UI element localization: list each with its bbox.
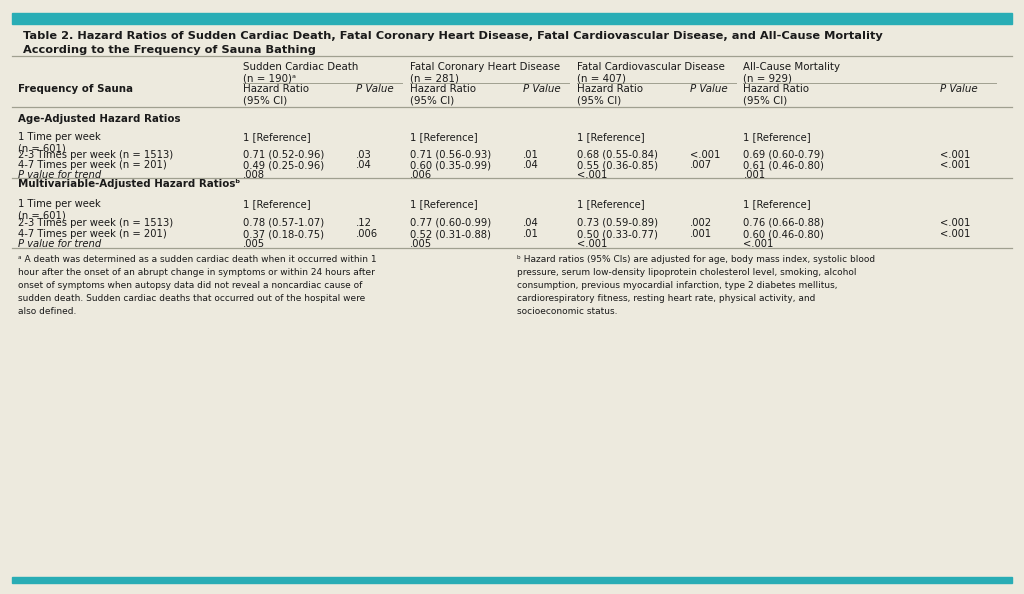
- Text: ᵇ Hazard ratios (95% CIs) are adjusted for age, body mass index, systolic blood
: ᵇ Hazard ratios (95% CIs) are adjusted f…: [517, 255, 876, 316]
- Text: Hazard Ratio
(95% CI): Hazard Ratio (95% CI): [243, 84, 308, 106]
- Text: <.001: <.001: [577, 170, 607, 180]
- Text: <.001: <.001: [940, 150, 971, 160]
- Text: .04: .04: [523, 160, 539, 170]
- Text: .002: .002: [690, 218, 713, 228]
- Text: .12: .12: [356, 218, 373, 228]
- Text: 1 [Reference]: 1 [Reference]: [243, 199, 310, 209]
- Text: Frequency of Sauna: Frequency of Sauna: [18, 84, 133, 94]
- Text: 1 Time per week
(n = 601): 1 Time per week (n = 601): [18, 132, 101, 153]
- Text: 1 [Reference]: 1 [Reference]: [410, 132, 477, 142]
- Bar: [12, 13, 1012, 24]
- Text: .005: .005: [243, 239, 265, 249]
- Text: 0.77 (0.60-0.99): 0.77 (0.60-0.99): [410, 218, 490, 228]
- Text: .01: .01: [523, 150, 540, 160]
- Text: .007: .007: [690, 160, 713, 170]
- Text: 2-3 Times per week (n = 1513): 2-3 Times per week (n = 1513): [18, 218, 173, 228]
- Text: P Value: P Value: [940, 84, 978, 94]
- Text: 0.68 (0.55-0.84): 0.68 (0.55-0.84): [577, 150, 657, 160]
- Text: .001: .001: [690, 229, 713, 239]
- Text: Hazard Ratio
(95% CI): Hazard Ratio (95% CI): [743, 84, 809, 106]
- Text: 1 [Reference]: 1 [Reference]: [743, 132, 811, 142]
- Text: 0.37 (0.18-0.75): 0.37 (0.18-0.75): [243, 229, 324, 239]
- Text: According to the Frequency of Sauna Bathing: According to the Frequency of Sauna Bath…: [23, 45, 315, 55]
- Text: 0.71 (0.56-0.93): 0.71 (0.56-0.93): [410, 150, 490, 160]
- Text: 0.69 (0.60-0.79): 0.69 (0.60-0.79): [743, 150, 824, 160]
- Text: .01: .01: [523, 229, 540, 239]
- Text: 1 Time per week
(n = 601): 1 Time per week (n = 601): [18, 199, 101, 220]
- Text: P Value: P Value: [356, 84, 394, 94]
- Text: .04: .04: [356, 160, 372, 170]
- Text: .008: .008: [243, 170, 264, 180]
- Text: 1 [Reference]: 1 [Reference]: [410, 199, 477, 209]
- Text: Hazard Ratio
(95% CI): Hazard Ratio (95% CI): [577, 84, 642, 106]
- Text: 0.50 (0.33-0.77): 0.50 (0.33-0.77): [577, 229, 657, 239]
- Bar: [12, 577, 1012, 583]
- Text: P Value: P Value: [690, 84, 728, 94]
- Text: .005: .005: [410, 239, 432, 249]
- Text: 0.55 (0.36-0.85): 0.55 (0.36-0.85): [577, 160, 657, 170]
- Text: .04: .04: [523, 218, 539, 228]
- Text: 0.61 (0.46-0.80): 0.61 (0.46-0.80): [743, 160, 824, 170]
- Text: <.001: <.001: [940, 160, 971, 170]
- Text: <.001: <.001: [577, 239, 607, 249]
- Text: .001: .001: [743, 170, 766, 180]
- Text: 1 [Reference]: 1 [Reference]: [577, 132, 644, 142]
- Text: 4-7 Times per week (n = 201): 4-7 Times per week (n = 201): [18, 160, 167, 170]
- Text: 0.71 (0.52-0.96): 0.71 (0.52-0.96): [243, 150, 324, 160]
- Text: ᵃ A death was determined as a sudden cardiac death when it occurred within 1
hou: ᵃ A death was determined as a sudden car…: [18, 255, 377, 316]
- Text: 0.52 (0.31-0.88): 0.52 (0.31-0.88): [410, 229, 490, 239]
- Text: Table 2. Hazard Ratios of Sudden Cardiac Death, Fatal Coronary Heart Disease, Fa: Table 2. Hazard Ratios of Sudden Cardiac…: [23, 31, 883, 41]
- Text: Age-Adjusted Hazard Ratios: Age-Adjusted Hazard Ratios: [18, 114, 181, 124]
- Text: P Value: P Value: [523, 84, 561, 94]
- Text: P value for trend: P value for trend: [18, 170, 101, 180]
- Text: 0.78 (0.57-1.07): 0.78 (0.57-1.07): [243, 218, 324, 228]
- Text: .006: .006: [356, 229, 379, 239]
- Text: 1 [Reference]: 1 [Reference]: [743, 199, 811, 209]
- Text: All-Cause Mortality
(n = 929): All-Cause Mortality (n = 929): [743, 62, 841, 84]
- Text: 2-3 Times per week (n = 1513): 2-3 Times per week (n = 1513): [18, 150, 173, 160]
- Text: P value for trend: P value for trend: [18, 239, 101, 249]
- Text: 0.76 (0.66-0.88): 0.76 (0.66-0.88): [743, 218, 824, 228]
- Text: Hazard Ratio
(95% CI): Hazard Ratio (95% CI): [410, 84, 475, 106]
- Text: <.001: <.001: [690, 150, 721, 160]
- Text: Sudden Cardiac Death
(n = 190)ᵃ: Sudden Cardiac Death (n = 190)ᵃ: [243, 62, 358, 84]
- Text: 4-7 Times per week (n = 201): 4-7 Times per week (n = 201): [18, 229, 167, 239]
- Text: .006: .006: [410, 170, 432, 180]
- Text: Multivariable-Adjusted Hazard Ratiosᵇ: Multivariable-Adjusted Hazard Ratiosᵇ: [18, 179, 241, 189]
- Text: 0.49 (0.25-0.96): 0.49 (0.25-0.96): [243, 160, 324, 170]
- Text: <.001: <.001: [743, 239, 774, 249]
- Text: 0.60 (0.35-0.99): 0.60 (0.35-0.99): [410, 160, 490, 170]
- Text: <.001: <.001: [940, 218, 971, 228]
- Text: 1 [Reference]: 1 [Reference]: [577, 199, 644, 209]
- Text: 0.60 (0.46-0.80): 0.60 (0.46-0.80): [743, 229, 824, 239]
- Text: <.001: <.001: [940, 229, 971, 239]
- Text: 1 [Reference]: 1 [Reference]: [243, 132, 310, 142]
- Text: Fatal Coronary Heart Disease
(n = 281): Fatal Coronary Heart Disease (n = 281): [410, 62, 560, 84]
- Text: .03: .03: [356, 150, 372, 160]
- Text: Fatal Cardiovascular Disease
(n = 407): Fatal Cardiovascular Disease (n = 407): [577, 62, 724, 84]
- Text: 0.73 (0.59-0.89): 0.73 (0.59-0.89): [577, 218, 657, 228]
